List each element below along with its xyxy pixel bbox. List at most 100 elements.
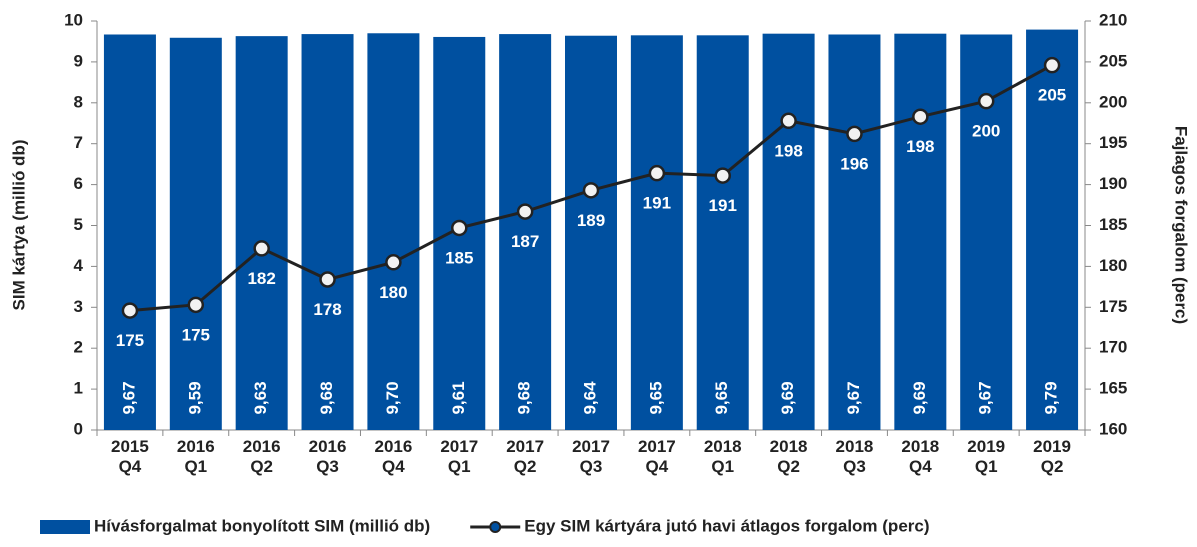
bar-value-label: 9,65 [646,381,665,414]
x-tick-label-line: Q3 [316,457,339,476]
y-tick-label: 6 [74,174,83,193]
y2-tick-label: 175 [1099,297,1127,316]
y-axis-title: SIM kártya (millió db) [9,140,28,311]
bar [367,33,420,431]
x-tick-label-line: Q1 [448,457,471,476]
line-value-label: 198 [906,137,934,156]
x-tick-label-line: Q1 [975,457,998,476]
x-tick-label-line: Q2 [1041,457,1064,476]
bar [301,34,354,430]
y-tick-label: 0 [74,419,83,438]
x-tick-label-line: 2018 [770,437,808,456]
bar [894,33,947,430]
x-tick-label: 2018 Q1 [704,437,742,476]
y-tick-label: 2 [74,338,83,357]
bar [235,36,288,431]
x-tick-label-line: 2018 [836,437,874,456]
x-tick-label-line: 2017 [638,437,676,456]
line-value-label: 187 [511,232,539,251]
x-tick-label-line: Q4 [909,457,932,476]
line-value-label: 175 [116,331,144,350]
bar-value-label: 9,67 [119,381,138,414]
bar-value-label: 9,68 [317,381,336,414]
bar [103,34,156,430]
x-tick-label: 2019 Q1 [967,437,1005,476]
line-marker [780,112,797,130]
y-tick-label: 5 [74,215,83,234]
y2-tick-label: 185 [1099,215,1127,234]
line-marker [714,167,731,184]
line-marker [385,254,402,271]
x-tick-label: 2016 Q1 [177,437,215,476]
line-value-label: 198 [774,141,802,160]
x-tick-label: 2017 Q3 [572,437,610,476]
line-marker [451,219,468,237]
x-tick-label-line: 2018 [704,437,742,456]
y2-tick-label: 200 [1099,92,1127,111]
x-tick-label-line: 2016 [309,437,347,456]
x-tick-label-line: Q4 [119,457,142,476]
line-marker [516,203,534,220]
x-tick-label: 2016 Q3 [309,437,347,476]
x-tick-label-line: 2017 [440,437,478,456]
y-tick-label: 3 [74,297,83,316]
x-tick-label: 2018 Q2 [770,437,808,476]
line-value-label: 180 [379,283,407,302]
bar-value-label: 9,79 [1042,381,1061,414]
line-value-label: 205 [1038,86,1066,105]
x-tick-label-line: 2016 [374,437,412,456]
x-tick-label-line: Q3 [580,457,603,476]
x-tick-label-line: 2019 [967,437,1005,456]
x-tick-label: 2017 Q2 [506,437,544,476]
y-tick-label: 8 [74,92,83,111]
x-tick-label: 2016 Q2 [243,437,281,476]
bar [1026,29,1079,431]
bar-value-label: 9,70 [383,381,402,414]
x-tick-label-line: Q2 [250,457,273,476]
line-marker [846,125,863,143]
line-marker [121,302,139,319]
x-tick-label-line: Q1 [711,457,734,476]
line-value-label: 175 [182,325,210,344]
x-tick-label: 2019 Q2 [1033,437,1071,476]
bar [762,33,815,430]
bar-value-label: 9,65 [712,381,731,414]
line-value-label: 178 [313,300,341,319]
x-tick-label-line: 2018 [901,437,939,456]
y2-axis-title: Fajlagos forgalom (perc) [1172,126,1191,324]
line-value-label: 182 [247,269,275,288]
x-tick-label-line: 2015 [111,437,149,456]
bar [565,35,617,430]
x-tick-label: 2016 Q4 [374,437,412,476]
x-tick-label: 2017 Q1 [440,437,478,476]
legend-label: Egy SIM kártyára jutó havi átlagos forga… [524,516,929,535]
y-tick-label: 4 [74,256,84,275]
y2-tick-label: 190 [1099,174,1127,193]
line-marker [912,108,929,125]
x-tick-label-line: Q2 [777,457,800,476]
bar [696,35,749,430]
x-tick-label-line: 2016 [177,437,215,456]
y-tick-label: 10 [64,10,83,29]
bar [169,37,222,430]
x-tick-label-line: Q3 [843,457,866,476]
y-tick-label: 7 [74,133,83,152]
line-marker [977,92,995,110]
line-value-label: 189 [577,211,605,230]
y2-tick-label: 195 [1099,133,1127,152]
bar-value-label: 9,59 [185,381,204,414]
bar-value-label: 9,67 [976,381,995,414]
y2-tick-label: 205 [1099,51,1127,70]
bar-value-label: 9,61 [449,381,468,414]
y2-tick-label: 170 [1099,338,1127,357]
x-tick-label-line: Q4 [646,457,669,476]
x-tick-label-line: 2019 [1033,437,1071,456]
legend-swatch-marker [489,521,502,533]
line-value-label: 200 [972,122,1000,141]
x-tick-label-line: 2017 [506,437,544,456]
y2-tick-label: 210 [1099,10,1127,29]
line-marker [253,240,270,257]
y2-tick-label: 180 [1099,256,1127,275]
bar-value-label: 9,69 [778,381,797,414]
